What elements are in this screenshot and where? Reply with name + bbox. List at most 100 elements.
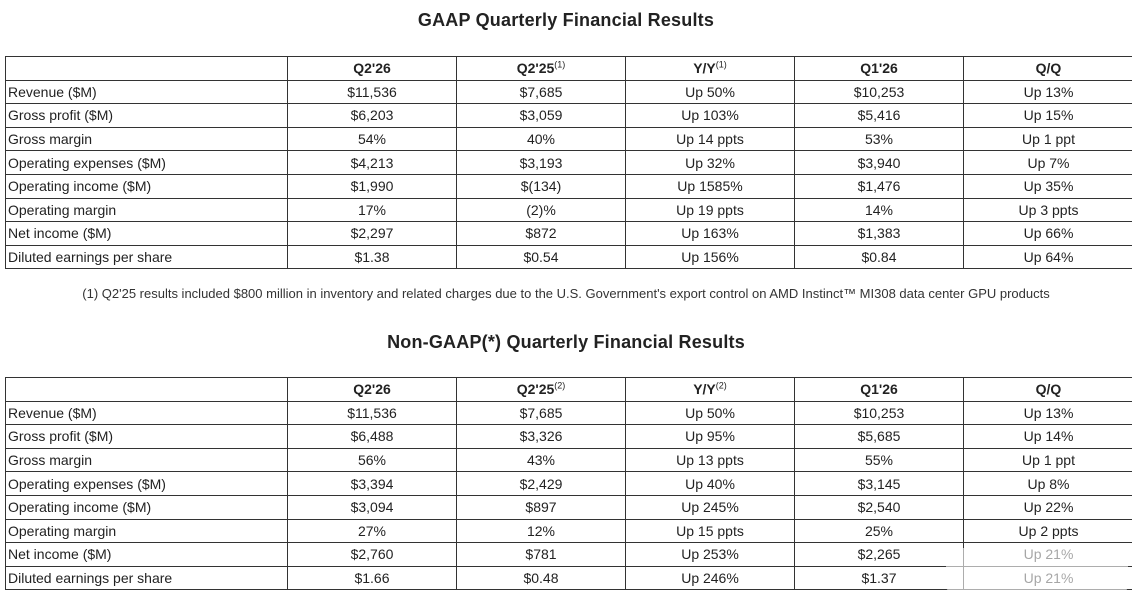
cell-q2-25: $3,059: [456, 103, 626, 128]
cell-yy: Up 15 ppts: [625, 518, 795, 544]
cell-q2-25: $2,429: [456, 471, 626, 496]
header-cell-yy: Y/Y(2): [625, 377, 795, 402]
cell-qq: Up 15%: [963, 103, 1132, 128]
cell-yy: Up 40%: [625, 471, 795, 496]
table-header-row: Q2'26 Q2'25(1) Y/Y(1) Q1'26 Q/Q: [5, 56, 1132, 81]
table-row: Operating expenses ($M) $3,394 $2,429 Up 40…: [5, 471, 1132, 496]
cell-qq: Up 3 ppts: [963, 197, 1132, 223]
cell-q2-26: $1.66: [287, 565, 457, 591]
cell-q2-26: $2,760: [287, 542, 457, 567]
cell-q1-26: $5,416: [794, 103, 964, 128]
table-row: Revenue ($M) $11,536 $7,685 Up 50% $10,253 Up…: [5, 400, 1132, 426]
cell-yy: Up 103%: [625, 103, 795, 128]
table-row: Operating income ($M) $1,990 $(134) Up 1585…: [5, 173, 1132, 199]
header-cell-yy: Y/Y(1): [625, 56, 795, 81]
nongaap-results-table: Q2'26 Q2'25(2) Y/Y(2) Q1'26 Q/Q Revenue …: [5, 377, 1132, 591]
cell-q1-26: $1,383: [794, 221, 964, 246]
header-cell-q2-26: Q2'26: [287, 377, 457, 402]
cell-q1-26: 55%: [794, 447, 964, 473]
footnote-marker: (2): [715, 380, 727, 391]
row-label: Operating income ($M): [5, 494, 288, 520]
header-cell-qq: Q/Q: [963, 377, 1132, 402]
row-label: Operating margin: [5, 197, 288, 223]
cell-q1-26: $10,253: [794, 79, 964, 105]
cell-q2-25: $(134): [456, 173, 626, 199]
cell-qq: Up 8%: [963, 471, 1132, 496]
cell-qq: Up 64%: [963, 244, 1132, 270]
cell-yy: Up 32%: [625, 150, 795, 175]
row-label: Diluted earnings per share: [5, 565, 288, 591]
row-label: Operating expenses ($M): [5, 471, 288, 496]
row-label: Gross margin: [5, 126, 288, 152]
table-row: Gross margin 54% 40% Up 14 ppts 53% Up 1 ppt: [5, 126, 1132, 152]
cell-yy: Up 1585%: [625, 173, 795, 199]
cell-q2-25: 12%: [456, 518, 626, 544]
cell-q2-25: $3,326: [456, 424, 626, 449]
cell-yy: Up 50%: [625, 79, 795, 105]
cell-q2-25: 43%: [456, 447, 626, 473]
cell-qq: Up 1 ppt: [963, 447, 1132, 473]
cell-q1-26: $1.37: [794, 565, 964, 591]
cell-q2-26: 56%: [287, 447, 457, 473]
cell-q2-26: $3,094: [287, 494, 457, 520]
cell-q2-26: $6,488: [287, 424, 457, 449]
cell-qq: Up 7%: [963, 150, 1132, 175]
footnote-marker: (1): [554, 59, 566, 70]
header-cell-label: [5, 377, 288, 402]
cell-q2-25: 40%: [456, 126, 626, 152]
cell-q1-26: $2,265: [794, 542, 964, 567]
cell-q2-25: (2)%: [456, 197, 626, 223]
cell-q1-26: $2,540: [794, 494, 964, 520]
cell-q1-26: 25%: [794, 518, 964, 544]
table-header-row: Q2'26 Q2'25(2) Y/Y(2) Q1'26 Q/Q: [5, 377, 1132, 402]
cell-q2-26: 27%: [287, 518, 457, 544]
cell-q1-26: $1,476: [794, 173, 964, 199]
gaap-title: GAAP Quarterly Financial Results: [417, 10, 715, 30]
nongaap-title: Non-GAAP(*) Quarterly Financial Results: [387, 332, 745, 352]
header-cell-q1-26: Q1'26: [794, 377, 964, 402]
header-cell-q2-26: Q2'26: [287, 56, 457, 81]
table-row: Net income ($M) $2,297 $872 Up 163% $1,383 Up…: [5, 221, 1132, 246]
header-cell-qq: Q/Q: [963, 56, 1132, 81]
cell-q2-26: $6,203: [287, 103, 457, 128]
cell-q2-26: $1.38: [287, 244, 457, 270]
cell-q2-25: $3,193: [456, 150, 626, 175]
footnote-marker: (2): [554, 380, 566, 391]
cell-q2-25: $872: [456, 221, 626, 246]
table-row: Operating expenses ($M) $4,213 $3,193 Up 32…: [5, 150, 1132, 175]
cell-q2-25: $781: [456, 542, 626, 567]
row-label: Net income ($M): [5, 542, 288, 567]
table-row: Operating margin 27% 12% Up 15 ppts 25% Up 2 …: [5, 518, 1132, 544]
cell-q2-26: $11,536: [287, 400, 457, 426]
row-label: Net income ($M): [5, 221, 288, 246]
cell-yy: Up 156%: [625, 244, 795, 270]
cell-q1-26: $10,253: [794, 400, 964, 426]
cell-q2-25: $0.48: [456, 565, 626, 591]
cell-yy: Up 245%: [625, 494, 795, 520]
cell-yy: Up 19 ppts: [625, 197, 795, 223]
cell-qq: Up 13%: [963, 400, 1132, 426]
cell-q2-26: 54%: [287, 126, 457, 152]
gaap-results-table: Q2'26 Q2'25(1) Y/Y(1) Q1'26 Q/Q Revenue …: [5, 56, 1132, 270]
row-label: Operating expenses ($M): [5, 150, 288, 175]
cell-q2-25: $897: [456, 494, 626, 520]
cell-q2-26: $1,990: [287, 173, 457, 199]
table-row: Revenue ($M) $11,536 $7,685 Up 50% $10,253 Up…: [5, 79, 1132, 105]
cell-qq: Up 1 ppt: [963, 126, 1132, 152]
header-cell-q2-25: Q2'25(2): [456, 377, 626, 402]
watermark-overlay: [946, 548, 1128, 592]
cell-qq: Up 14%: [963, 424, 1132, 449]
footnote-marker: (1): [715, 59, 727, 70]
cell-q1-26: $5,685: [794, 424, 964, 449]
table-row: Gross margin 56% 43% Up 13 ppts 55% Up 1 ppt: [5, 447, 1132, 473]
cell-q2-26: $3,394: [287, 471, 457, 496]
cell-yy: Up 50%: [625, 400, 795, 426]
row-label: Gross profit ($M): [5, 103, 288, 128]
cell-q1-26: 14%: [794, 197, 964, 223]
cell-q2-26: 17%: [287, 197, 457, 223]
cell-q1-26: $3,145: [794, 471, 964, 496]
table-row: Diluted earnings per share $1.38 $0.54 Up 1…: [5, 244, 1132, 270]
header-cell-q2-25: Q2'25(1): [456, 56, 626, 81]
cell-qq: Up 35%: [963, 173, 1132, 199]
